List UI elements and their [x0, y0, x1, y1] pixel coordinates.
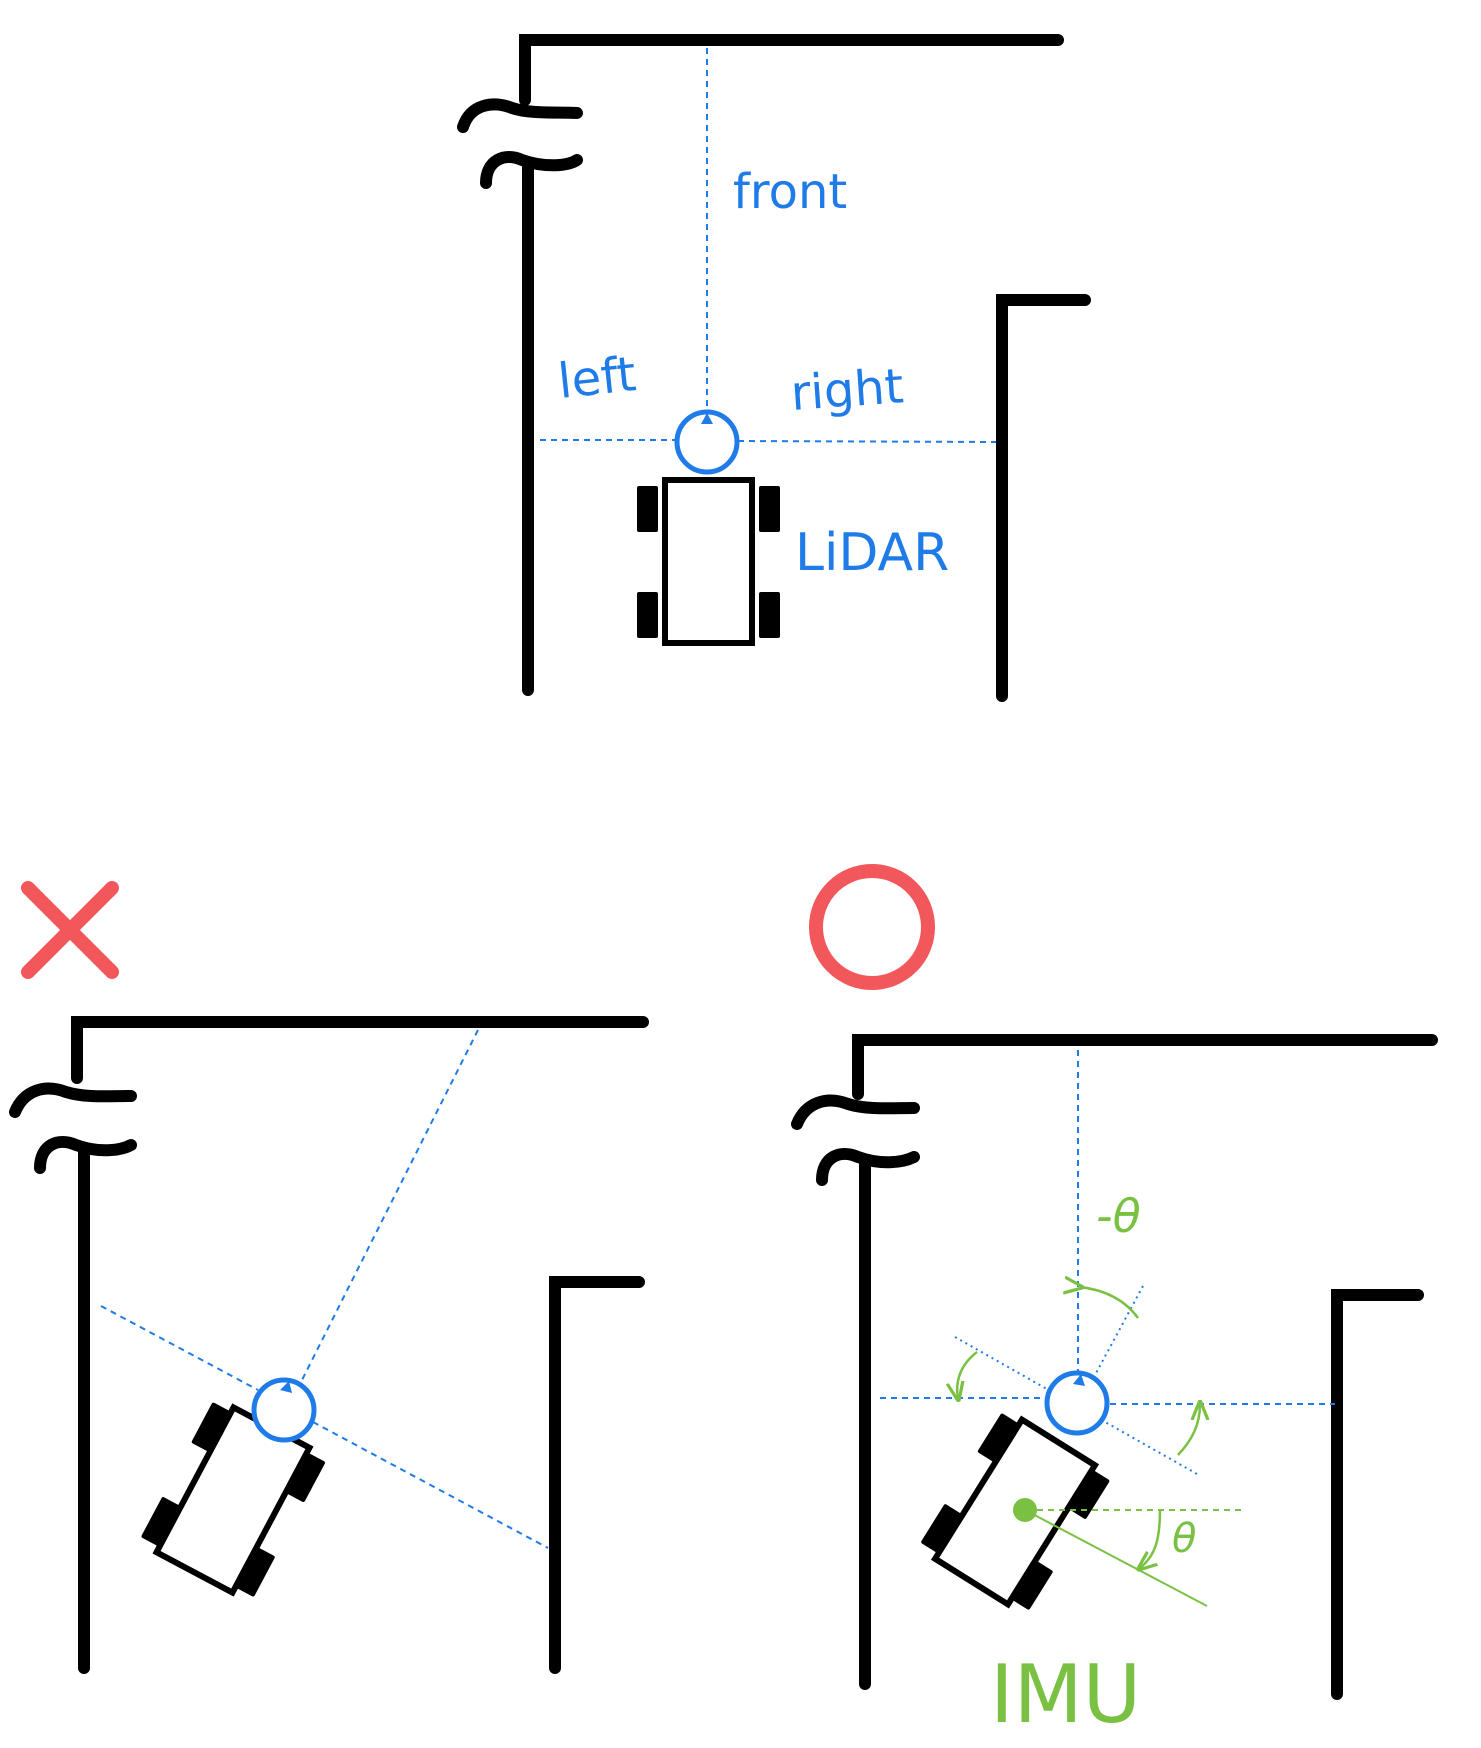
heading-arrow-icon [1073, 1374, 1085, 1386]
front-label: front [733, 164, 847, 220]
correct-mark-icon [809, 864, 935, 990]
walls [9, 1016, 649, 1674]
lidar-label: LiDAR [795, 523, 949, 583]
wrong-mark-icon [21, 881, 119, 979]
lidar-rays [100, 1029, 549, 1549]
heading-arrow-icon [701, 413, 713, 424]
imu-label: IMU [990, 1648, 1141, 1741]
angle-arcs [957, 1287, 1200, 1456]
walls [791, 1034, 1438, 1700]
right-ray [737, 440, 997, 443]
lidar-sensor [1044, 1370, 1110, 1436]
theta-label: θ [1172, 1516, 1196, 1562]
heading-arrow-icon [280, 1381, 292, 1393]
bottom-left-panel [9, 881, 649, 1674]
robot [637, 477, 780, 646]
left-label: left [555, 346, 638, 410]
bottom-right-panel: -θ θ IMU [791, 864, 1438, 1741]
lidar-rays [540, 48, 997, 443]
walls [457, 34, 1091, 702]
neg-theta-label: -θ [1096, 1189, 1141, 1243]
right-label: right [789, 358, 905, 422]
imu-sensor [1013, 1498, 1245, 1607]
robot-body [662, 477, 755, 646]
lidar-sensor [674, 409, 740, 475]
top-panel: front left right LiDAR [457, 34, 1091, 702]
lidar-sensor [251, 1377, 317, 1443]
robot [141, 1402, 325, 1597]
